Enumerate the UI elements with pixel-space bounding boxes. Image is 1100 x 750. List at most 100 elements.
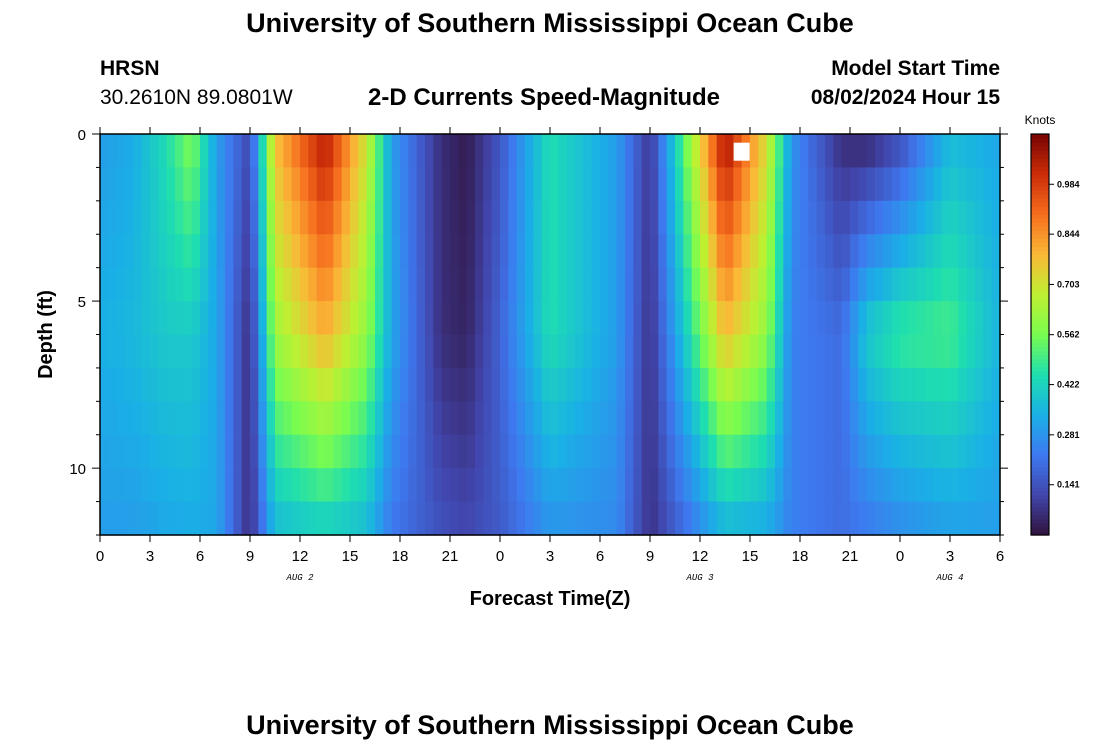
heatmap-cell — [325, 167, 334, 202]
heatmap-cell — [350, 301, 359, 336]
heatmap-cell — [466, 167, 476, 202]
heatmap-cell — [325, 367, 334, 402]
heatmap-cell — [200, 167, 209, 202]
heatmap-cell — [808, 301, 818, 336]
heatmap-cell — [775, 434, 784, 469]
heatmap-cell — [608, 501, 618, 536]
heatmap-cell — [241, 501, 251, 536]
heatmap-cell — [258, 434, 268, 469]
heatmap-cell — [558, 401, 568, 436]
heatmap-cell — [758, 301, 768, 336]
heatmap-cell — [300, 267, 309, 302]
heatmap-cell — [650, 501, 659, 536]
heatmap-cell — [625, 401, 634, 436]
heatmap-cell — [133, 200, 143, 235]
heatmap-cell — [175, 234, 184, 269]
heatmap-cell — [791, 134, 801, 169]
heatmap-cell — [425, 301, 434, 336]
colorbar-segment — [1031, 398, 1049, 404]
heatmap-cell — [225, 301, 234, 336]
heatmap-cell — [550, 401, 559, 436]
heatmap-cell — [950, 167, 959, 202]
heatmap-cell — [883, 167, 893, 202]
heatmap-cell — [900, 401, 909, 436]
heatmap-cell — [141, 501, 151, 536]
heatmap-cell — [641, 367, 651, 402]
heatmap-cell — [675, 167, 684, 202]
heatmap-cell — [383, 367, 393, 402]
heatmap-cell — [958, 234, 968, 269]
heatmap-cell — [625, 267, 634, 302]
heatmap-cell — [516, 200, 526, 235]
heatmap-cell — [125, 167, 134, 202]
heatmap-cell — [358, 367, 368, 402]
heatmap-cell — [450, 367, 459, 402]
heatmap-cell — [733, 267, 743, 302]
colorbar-segment — [1031, 278, 1049, 283]
heatmap-cell — [925, 401, 934, 436]
heatmap-cells — [100, 134, 1001, 536]
heatmap-cell — [108, 267, 118, 302]
heatmap-cell — [250, 301, 259, 336]
heatmap-cell — [516, 501, 526, 536]
heatmap-cell — [425, 401, 434, 436]
heatmap-cell — [741, 468, 751, 503]
heatmap-cell — [625, 134, 634, 169]
heatmap-cell — [666, 367, 676, 402]
heatmap-cell — [708, 334, 718, 369]
colorbar-segment — [1031, 378, 1049, 384]
heatmap-cell — [658, 134, 668, 169]
heatmap-cell — [383, 134, 393, 169]
heatmap-cell — [491, 267, 501, 302]
heatmap-cell — [675, 501, 684, 536]
heatmap-cell — [450, 301, 459, 336]
heatmap-cell — [191, 468, 201, 503]
heatmap-cell — [508, 267, 518, 302]
heatmap-cell — [741, 401, 751, 436]
heatmap-cell — [533, 167, 543, 202]
heatmap-cell — [291, 167, 301, 202]
heatmap-cell — [733, 167, 743, 202]
heatmap-cell — [650, 134, 659, 169]
heatmap-cell — [991, 334, 1001, 369]
heatmap-cell — [150, 167, 159, 202]
heatmap-cell — [283, 200, 293, 235]
heatmap-cell — [316, 434, 326, 469]
heatmap-cell — [783, 267, 793, 302]
heatmap-cell — [241, 234, 251, 269]
heatmap-cell — [175, 167, 184, 202]
heatmap-cell — [175, 267, 184, 302]
colorbar-segment — [1031, 514, 1049, 520]
heatmap-cell — [875, 200, 884, 235]
heatmap-cell — [808, 134, 818, 169]
heatmap-cell — [408, 234, 418, 269]
heatmap-cell — [500, 200, 509, 235]
heatmap-cell — [525, 434, 534, 469]
heatmap-cell — [675, 301, 684, 336]
heatmap-cell — [850, 301, 859, 336]
heatmap-cell — [875, 334, 884, 369]
heatmap-cell — [208, 501, 218, 536]
heatmap-cell — [541, 167, 551, 202]
heatmap-cell — [491, 367, 501, 402]
heatmap-cell — [633, 334, 643, 369]
heatmap-cell — [583, 167, 593, 202]
heatmap-cell — [658, 434, 668, 469]
heatmap-cell — [591, 468, 601, 503]
heatmap-cell — [908, 267, 918, 302]
heatmap-cell — [158, 134, 168, 169]
heatmap-cell — [466, 234, 476, 269]
heatmap-cell — [541, 267, 551, 302]
heatmap-cell — [775, 301, 784, 336]
heatmap-cell — [275, 501, 284, 536]
heatmap-cell — [575, 401, 584, 436]
heatmap-cell — [991, 367, 1001, 402]
heatmap-cell — [608, 234, 618, 269]
heatmap-cell — [350, 468, 359, 503]
heatmap-cell — [491, 200, 501, 235]
heatmap-cell — [191, 134, 201, 169]
heatmap-cell — [275, 134, 284, 169]
heatmap-cell — [133, 401, 143, 436]
colorbar-segment — [1031, 386, 1049, 392]
heatmap-cell — [625, 367, 634, 402]
